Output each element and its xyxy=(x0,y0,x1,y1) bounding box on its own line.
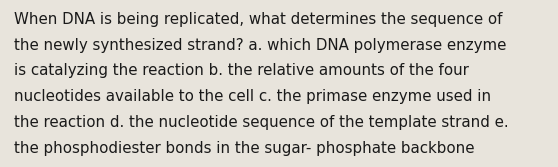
Text: nucleotides available to the cell c. the primase enzyme used in: nucleotides available to the cell c. the… xyxy=(14,89,491,104)
Text: the phosphodiester bonds in the sugar- phosphate backbone: the phosphodiester bonds in the sugar- p… xyxy=(14,141,474,156)
Text: is catalyzing the reaction b. the relative amounts of the four: is catalyzing the reaction b. the relati… xyxy=(14,63,469,78)
Text: When DNA is being replicated, what determines the sequence of: When DNA is being replicated, what deter… xyxy=(14,12,502,27)
Text: the newly synthesized strand? a. which DNA polymerase enzyme: the newly synthesized strand? a. which D… xyxy=(14,38,506,53)
Text: the reaction d. the nucleotide sequence of the template strand e.: the reaction d. the nucleotide sequence … xyxy=(14,115,508,130)
